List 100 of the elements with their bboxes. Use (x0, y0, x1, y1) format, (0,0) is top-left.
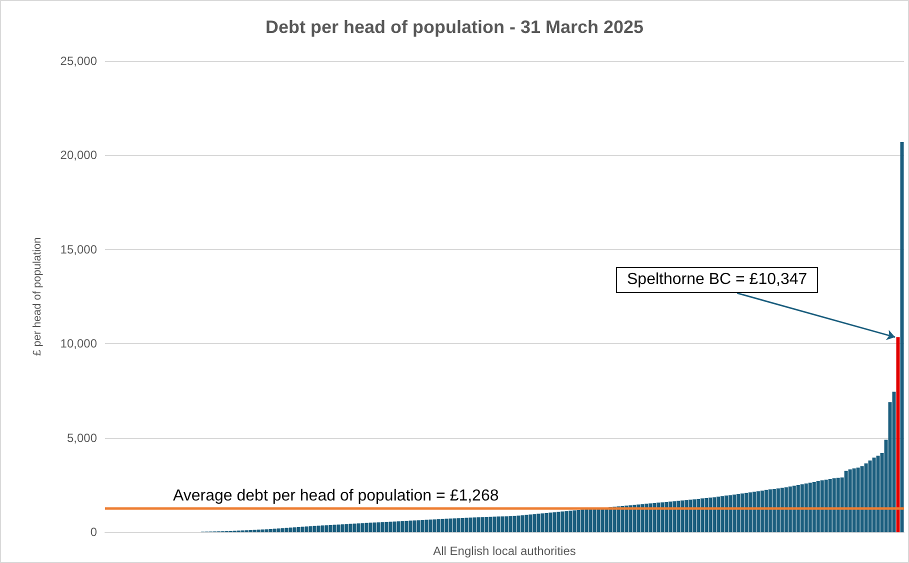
bar (720, 496, 724, 532)
bar (680, 500, 684, 532)
bar (580, 510, 584, 532)
bar (560, 511, 564, 532)
bar (712, 497, 716, 532)
bar (756, 491, 760, 532)
bar (892, 392, 896, 532)
bar (368, 522, 372, 532)
bar (732, 494, 736, 532)
bar (436, 519, 440, 532)
bar (488, 516, 492, 532)
bar (364, 522, 368, 532)
bar (324, 525, 328, 532)
bar (724, 496, 728, 532)
bar (448, 518, 452, 532)
bar (692, 499, 696, 532)
y-tick-label: 15,000 (60, 242, 98, 256)
bar (576, 510, 580, 532)
bar (568, 510, 572, 532)
bar (376, 522, 380, 532)
bar (852, 468, 856, 532)
bar (648, 503, 652, 532)
bar (456, 518, 460, 532)
y-tick-label: 25,000 (60, 54, 98, 68)
bar (312, 526, 316, 532)
bar (532, 514, 536, 532)
bar (344, 524, 348, 532)
bar (504, 516, 508, 532)
bar (584, 509, 588, 532)
bar (540, 513, 544, 532)
bar (564, 511, 568, 532)
bar (876, 456, 880, 532)
bar (552, 512, 556, 532)
bar (432, 519, 436, 532)
bar (644, 504, 648, 532)
bar (520, 515, 524, 532)
bar (780, 488, 784, 532)
bar (596, 508, 600, 532)
bar (740, 493, 744, 532)
bar (800, 484, 804, 532)
bar (316, 526, 320, 532)
bar (676, 500, 680, 532)
bar (416, 520, 420, 532)
bar (804, 483, 808, 532)
bar (293, 527, 297, 532)
bar (468, 518, 472, 532)
bar (452, 518, 456, 532)
bar (728, 495, 732, 532)
bar (668, 502, 672, 532)
bar (444, 518, 448, 532)
bar (269, 528, 273, 532)
bar (832, 478, 836, 532)
bar (620, 506, 624, 532)
bar (836, 478, 840, 532)
chart-title: Debt per head of population - 31 March 2025 (265, 17, 644, 37)
bar (392, 522, 396, 532)
bar (408, 520, 412, 532)
bar (285, 528, 289, 532)
bar (820, 480, 824, 532)
bar (464, 518, 468, 532)
bar (896, 337, 900, 532)
ref-line-label: Average debt per head of population = £1,268 (173, 488, 499, 505)
bar (872, 458, 876, 532)
bar (380, 522, 384, 532)
bar (760, 490, 764, 532)
bar (716, 496, 720, 532)
bar (480, 517, 484, 532)
bar (784, 487, 788, 532)
bar (556, 512, 560, 532)
bar (828, 478, 832, 532)
bar (484, 517, 488, 532)
bar (764, 490, 768, 532)
bar (812, 482, 816, 532)
bar (300, 526, 305, 532)
bar (304, 526, 309, 532)
bar (500, 516, 504, 532)
bar (360, 523, 364, 532)
bar (536, 514, 540, 532)
annotation: Spelthorne BC = £10,347 (616, 267, 818, 294)
bar (652, 502, 656, 532)
bar (496, 516, 500, 532)
bar (332, 524, 336, 532)
bar (388, 522, 392, 532)
bar (588, 509, 592, 532)
bar (752, 492, 756, 532)
bar (744, 492, 748, 532)
bar (748, 492, 752, 532)
y-tick-label: 0 (90, 525, 98, 540)
bar (428, 520, 432, 532)
bar (261, 529, 265, 532)
bar (664, 502, 668, 532)
bar (372, 522, 376, 532)
bar (257, 530, 261, 532)
bar (824, 480, 828, 532)
bar (476, 517, 480, 532)
bar (684, 500, 688, 532)
bar (440, 518, 444, 532)
bar (844, 470, 848, 532)
bar (672, 501, 676, 532)
bar (320, 525, 324, 532)
